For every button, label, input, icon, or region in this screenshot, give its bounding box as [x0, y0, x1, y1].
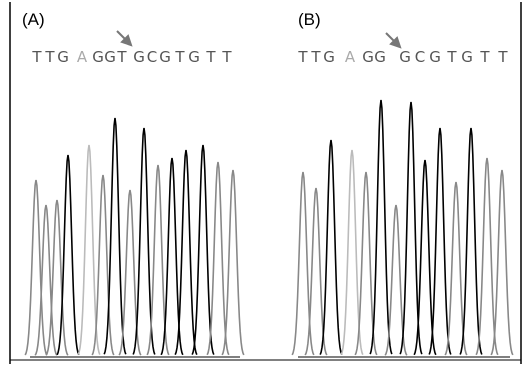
base: G [92, 48, 104, 66]
peak [491, 170, 513, 355]
base: G [461, 48, 473, 66]
base: G [323, 48, 335, 66]
peak [429, 128, 451, 355]
base: G [57, 48, 69, 66]
base: T [221, 48, 232, 66]
peak [175, 150, 197, 355]
panel-label: (A) [22, 10, 45, 29]
base: G [429, 48, 441, 66]
peak [25, 180, 47, 355]
arrow [386, 33, 400, 47]
base: T [446, 48, 457, 66]
peak [292, 172, 314, 355]
base: G [104, 48, 116, 66]
base: C [415, 48, 425, 66]
peak [222, 170, 244, 355]
base: T [44, 48, 55, 66]
figure: (A) (B) TTGAGGTGCGTGTTTTGAGGGCGTGTT [0, 0, 530, 366]
panel-label: (B) [298, 10, 321, 29]
peak [460, 128, 482, 355]
base: T [116, 48, 127, 66]
base: T [497, 48, 508, 66]
peak [370, 100, 392, 354]
base: C [147, 48, 157, 66]
base: T [174, 48, 185, 66]
base: T [479, 48, 490, 66]
base: G [399, 48, 411, 66]
arrow [117, 31, 131, 45]
base: G [362, 48, 374, 66]
base: A [345, 48, 356, 66]
base: G [133, 48, 145, 66]
peak [104, 118, 126, 354]
base: T [31, 48, 42, 66]
peak [119, 190, 141, 355]
base: T [205, 48, 216, 66]
chromatogram [25, 100, 513, 357]
base: G [188, 48, 200, 66]
base: A [77, 48, 88, 66]
base: T [297, 48, 308, 66]
base: T [310, 48, 321, 66]
base: G [159, 48, 171, 66]
base: G [374, 48, 386, 66]
peak [320, 140, 342, 355]
